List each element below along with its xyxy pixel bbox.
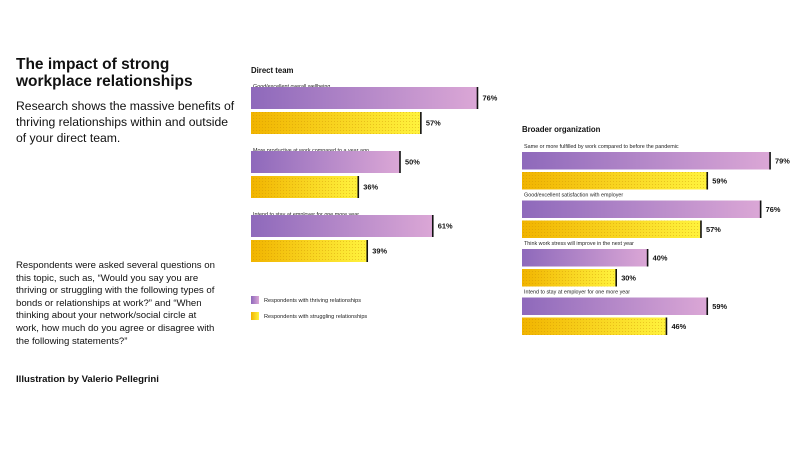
direct-team-chart-title: Direct team	[251, 66, 294, 75]
legend-swatch-thriving	[251, 296, 259, 304]
methodology-note: Respondents were asked several questions…	[16, 260, 215, 347]
broader-org-thriving-bar	[522, 297, 708, 315]
direct-team-value-label: 39%	[372, 247, 387, 256]
illustration-credit: Illustration by Valerio Pellegrini	[16, 374, 159, 385]
broader-org-category-label: Think work stress will improve in the ne…	[524, 241, 634, 247]
broader-org-value-label: 57%	[706, 225, 721, 234]
broader-org-value-label: 30%	[621, 273, 636, 282]
direct-team-struggling-bar-texture	[251, 112, 421, 134]
legend-label-struggling: Respondents with struggling relationship…	[264, 314, 367, 320]
broader-org-thriving-bar	[522, 152, 771, 170]
broader-org-chart-title: Broader organization	[522, 125, 601, 134]
direct-team-value-label: 76%	[482, 94, 497, 103]
broader-org-struggling-bar-texture	[522, 269, 617, 287]
direct-team-struggling-bar-texture	[251, 176, 359, 198]
direct-team-thriving-bar	[251, 151, 400, 173]
broader-org-value-label: 59%	[712, 176, 727, 185]
broader-org-value-label: 59%	[712, 302, 727, 311]
direct-team-value-label: 36%	[363, 183, 378, 192]
broader-org-thriving-bar	[522, 200, 761, 218]
broader-org-struggling-bar-texture	[522, 220, 701, 238]
broader-org-category-label: Same or more fulfilled by work compared …	[524, 144, 679, 150]
broader-org-category-label: Good/excellent satisfaction with employe…	[524, 193, 623, 199]
direct-team-value-label: 61%	[438, 222, 453, 231]
broader-org-struggling-bar-texture	[522, 172, 708, 190]
broader-org-value-label: 40%	[653, 253, 668, 262]
direct-team-value-label: 50%	[405, 158, 420, 167]
direct-team-value-label: 57%	[426, 119, 441, 128]
direct-team-thriving-bar	[251, 215, 433, 237]
page-subtitle: Research shows the massive benefits of t…	[16, 99, 235, 145]
page-title: The impact of strong workplace relations…	[16, 56, 193, 90]
legend-swatch-struggling	[251, 312, 259, 320]
broader-org-category-label: Intend to stay at employer for one more …	[524, 290, 630, 296]
broader-org-value-label: 76%	[766, 205, 781, 214]
broader-org-struggling-bar-texture	[522, 317, 667, 335]
broader-org-thriving-bar	[522, 249, 648, 267]
broader-org-value-label: 46%	[671, 322, 686, 331]
broader-org-value-label: 79%	[775, 156, 790, 165]
legend-label-thriving: Respondents with thriving relationships	[264, 298, 361, 304]
direct-team-thriving-bar	[251, 87, 478, 109]
direct-team-struggling-bar-texture	[251, 240, 368, 262]
